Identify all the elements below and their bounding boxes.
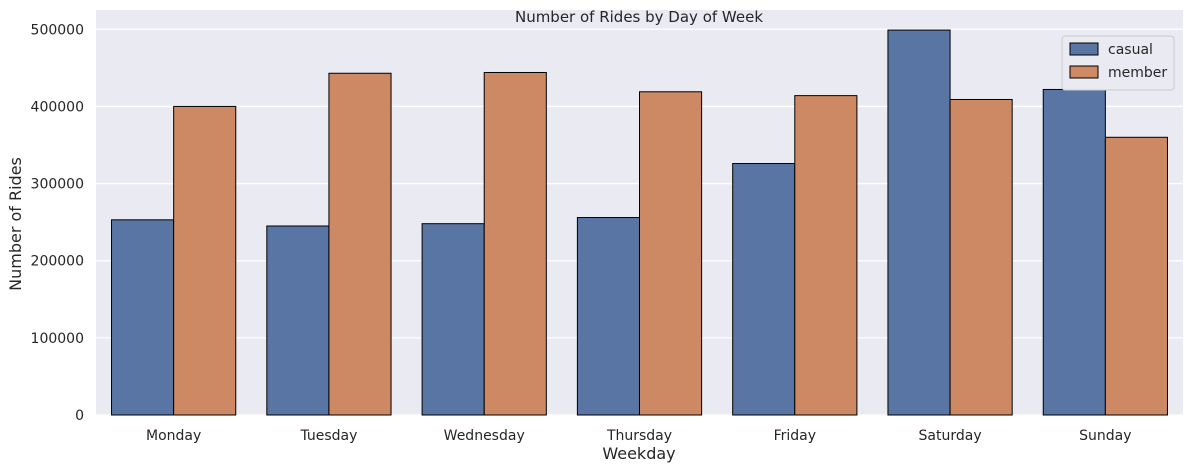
legend-swatch-member bbox=[1069, 65, 1099, 79]
y-tick-labels: 0 100000 200000 300000 400000 500000 bbox=[31, 22, 84, 424]
bar-member-monday bbox=[173, 105, 237, 416]
bar-member-thursday bbox=[639, 91, 703, 416]
x-tick-label: Wednesday bbox=[444, 428, 525, 444]
y-tick-label: 500000 bbox=[31, 22, 84, 38]
legend-label-casual: casual bbox=[1108, 42, 1153, 58]
x-tick-label: Monday bbox=[146, 428, 201, 444]
legend: casual member bbox=[1061, 35, 1175, 91]
bar-member-friday bbox=[794, 95, 858, 416]
legend-label-member: member bbox=[1108, 65, 1167, 81]
bar-casual-thursday bbox=[576, 217, 641, 416]
x-tick-label: Saturday bbox=[919, 428, 982, 444]
x-tick-label: Tuesday bbox=[299, 428, 357, 444]
bar-member-saturday bbox=[949, 98, 1013, 416]
bar-member-wednesday bbox=[483, 71, 547, 416]
bar-casual-monday bbox=[111, 219, 175, 416]
x-tick-labels: Monday Tuesday Wednesday Thursday Friday Satu… bbox=[146, 428, 1132, 444]
legend-swatch-casual bbox=[1069, 42, 1099, 56]
x-tick-label: Sunday bbox=[1079, 428, 1131, 444]
y-tick-label: 400000 bbox=[31, 99, 84, 115]
x-tick-label: Thursday bbox=[606, 428, 672, 444]
chart-title: Number of Rides by Day of Week bbox=[515, 8, 763, 26]
y-tick-label: 200000 bbox=[31, 254, 84, 270]
y-tick-label: 300000 bbox=[31, 177, 84, 193]
y-axis-label: Number of Rides bbox=[6, 157, 25, 291]
x-axis-label: Weekday bbox=[602, 444, 675, 463]
bar-casual-saturday bbox=[887, 29, 951, 416]
bar-casual-wednesday bbox=[421, 223, 485, 416]
bars bbox=[111, 29, 1168, 416]
bar-member-sunday bbox=[1104, 136, 1168, 416]
bar-member-tuesday bbox=[328, 72, 392, 416]
bar-casual-sunday bbox=[1042, 88, 1106, 416]
bar-casual-tuesday bbox=[266, 225, 330, 416]
y-tick-label: 100000 bbox=[31, 331, 84, 347]
bar-casual-friday bbox=[732, 163, 796, 416]
x-tick-label: Friday bbox=[774, 428, 816, 444]
y-tick-label: 0 bbox=[75, 408, 84, 424]
